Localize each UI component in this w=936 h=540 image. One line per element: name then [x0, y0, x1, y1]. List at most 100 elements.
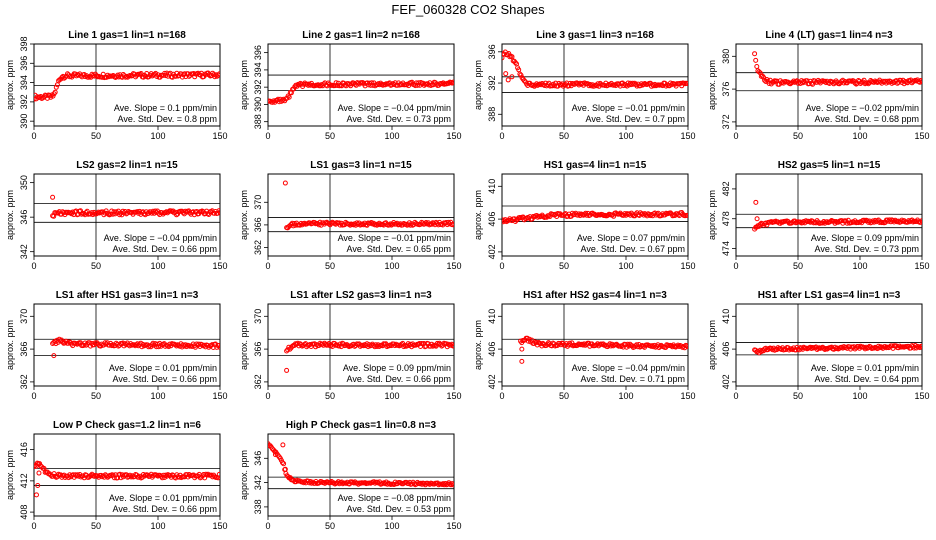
data-point	[865, 81, 871, 87]
x-tick-label: 50	[91, 391, 101, 401]
y-tick-label: 402	[487, 244, 497, 259]
data-point	[752, 51, 758, 57]
data-point	[588, 83, 594, 89]
chart-panel-1: Line 1 gas=1 lin=1 n=168 0 50 100 150 390 392 3…	[5, 30, 228, 141]
data-point-outlier	[36, 470, 42, 476]
data-point	[685, 344, 688, 350]
y-tick-label: 342	[253, 475, 263, 490]
x-tick-label: 50	[559, 261, 569, 271]
y-tick-label: 410	[721, 309, 731, 324]
data-point	[75, 211, 81, 217]
data-point-outlier	[280, 442, 286, 448]
data-point	[657, 343, 663, 349]
data-point	[918, 78, 922, 83]
data-point	[53, 84, 59, 90]
data-point	[281, 461, 287, 467]
stddev-annotation: Ave. Std. Dev. = 0.66 ppm	[113, 244, 217, 254]
data-point	[451, 221, 454, 227]
data-point	[518, 72, 524, 78]
slope-annotation: Ave. Slope = 0.07 ppm/min	[577, 233, 685, 243]
stddev-annotation: Ave. Std. Dev. = 0.66 ppm	[113, 374, 217, 384]
x-tick-label: 0	[31, 521, 36, 531]
data-point	[290, 223, 296, 229]
data-point	[421, 481, 427, 487]
data-point	[852, 80, 858, 86]
y-tick-label: 406	[721, 342, 731, 357]
data-points	[502, 49, 688, 89]
data-point	[51, 471, 57, 477]
data-point	[293, 82, 299, 88]
stddev-annotation: Ave. Std. Dev. = 0.8 ppm	[118, 114, 217, 124]
data-point-outlier	[282, 180, 288, 186]
x-tick-label: 100	[384, 131, 399, 141]
data-point-outlier	[272, 452, 278, 458]
y-tick-label: 392	[487, 76, 497, 91]
chart-panel-3: Line 3 gas=1 lin=3 n=168 0 50 100 150 388 392 3…	[473, 30, 696, 141]
y-axis-label: approx. ppm	[707, 320, 717, 370]
data-point	[343, 480, 349, 486]
data-point	[790, 79, 795, 85]
data-point	[209, 342, 215, 348]
x-tick-label: 0	[499, 261, 504, 271]
data-point	[894, 80, 900, 86]
data-point	[215, 72, 220, 78]
data-point	[450, 482, 454, 488]
chart-panel-8: HS2 gas=5 lin=1 n=15 0 50 100 150 474 478 482 ap…	[707, 160, 930, 271]
slope-annotation: Ave. Slope = 0.01 ppm/min	[109, 363, 217, 373]
data-points	[518, 335, 688, 364]
data-points	[50, 336, 220, 359]
data-point	[828, 219, 833, 224]
y-tick-label: 362	[19, 374, 29, 389]
y-tick-label: 338	[253, 499, 263, 514]
slope-annotation: Ave. Slope = −0.04 ppm/min	[572, 363, 685, 373]
panel-title: LS1 after HS1 gas=3 lin=1 n=3	[56, 290, 199, 301]
x-tick-label: 50	[325, 261, 335, 271]
data-point	[878, 79, 884, 85]
data-point-outlier	[35, 483, 41, 489]
plot-frame	[735, 43, 923, 127]
x-tick-label: 0	[265, 131, 270, 141]
y-tick-label: 406	[487, 342, 497, 357]
data-point	[166, 209, 172, 215]
data-point	[309, 480, 314, 486]
data-point	[413, 80, 419, 86]
x-tick-label: 50	[91, 261, 101, 271]
panel-title: Line 1 gas=1 lin=1 n=168	[68, 30, 186, 41]
data-point	[772, 347, 778, 353]
data-point	[754, 64, 760, 69]
data-point	[756, 69, 762, 75]
x-tick-label: 150	[212, 261, 227, 271]
y-tick-label: 346	[19, 210, 29, 225]
data-point	[128, 474, 134, 480]
data-point-outlier	[519, 346, 525, 352]
chart-panel-11: HS1 after HS2 gas=4 lin=1 n=3 0 50 100 150 40…	[473, 290, 696, 401]
data-point	[317, 219, 323, 225]
x-tick-label: 100	[852, 131, 867, 141]
x-tick-label: 0	[733, 391, 738, 401]
x-tick-label: 0	[499, 391, 504, 401]
data-point	[445, 341, 451, 347]
y-tick-label: 380	[721, 49, 731, 64]
y-tick-label: 402	[721, 374, 731, 389]
data-point	[757, 221, 763, 227]
data-point	[275, 96, 281, 102]
data-point-outlier	[754, 216, 760, 222]
x-tick-label: 100	[852, 261, 867, 271]
data-point	[552, 83, 557, 89]
data-points	[752, 51, 922, 87]
data-point	[155, 473, 161, 479]
y-tick-label: 396	[19, 56, 29, 71]
y-tick-label: 388	[487, 107, 497, 122]
data-point	[143, 73, 149, 79]
y-tick-label: 350	[19, 175, 29, 190]
x-tick-label: 100	[618, 131, 633, 141]
data-point	[159, 475, 165, 481]
x-tick-label: 50	[793, 261, 803, 271]
data-point	[540, 214, 546, 220]
data-point	[517, 71, 523, 77]
data-point	[684, 81, 688, 86]
y-tick-label: 392	[253, 80, 263, 95]
y-axis-label: approx. ppm	[473, 320, 483, 370]
plot-frame	[735, 173, 923, 257]
